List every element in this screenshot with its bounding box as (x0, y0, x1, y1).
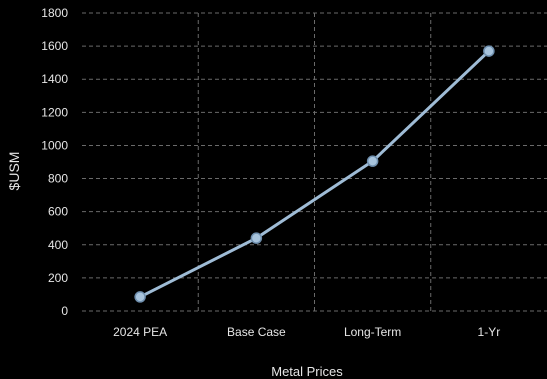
x-tick-label: Long-Term (344, 325, 401, 339)
y-tick-label: 1600 (41, 39, 68, 53)
data-point (483, 45, 495, 57)
y-axis-label: $USM (6, 152, 22, 191)
y-tick-label: 200 (48, 271, 68, 285)
x-tick-label: 2024 PEA (113, 325, 167, 339)
data-point (134, 291, 146, 303)
y-tick-label: 800 (48, 172, 68, 186)
y-tick-label: 1400 (41, 72, 68, 86)
grid (82, 12, 547, 312)
series-layer (134, 45, 495, 303)
y-tick-label: 1000 (41, 138, 68, 152)
y-tick-label: 0 (61, 304, 68, 318)
x-tick-label: Base Case (227, 325, 286, 339)
x-axis-label: Metal Prices (271, 364, 343, 379)
y-axis-ticks: 0 200 400 600 800 1000 1200 1400 1600 1800 (41, 6, 68, 318)
x-tick-label: 1-Yr (478, 325, 501, 339)
y-tick-label: 1200 (41, 105, 68, 119)
y-tick-label: 400 (48, 238, 68, 252)
y-tick-label: 600 (48, 205, 68, 219)
y-tick-label: 1800 (41, 6, 68, 20)
series-line (139, 49, 490, 299)
data-point (366, 155, 379, 167)
x-axis-ticks: 2024 PEA Base Case Long-Term 1-Yr (113, 325, 500, 339)
data-point (250, 232, 263, 244)
